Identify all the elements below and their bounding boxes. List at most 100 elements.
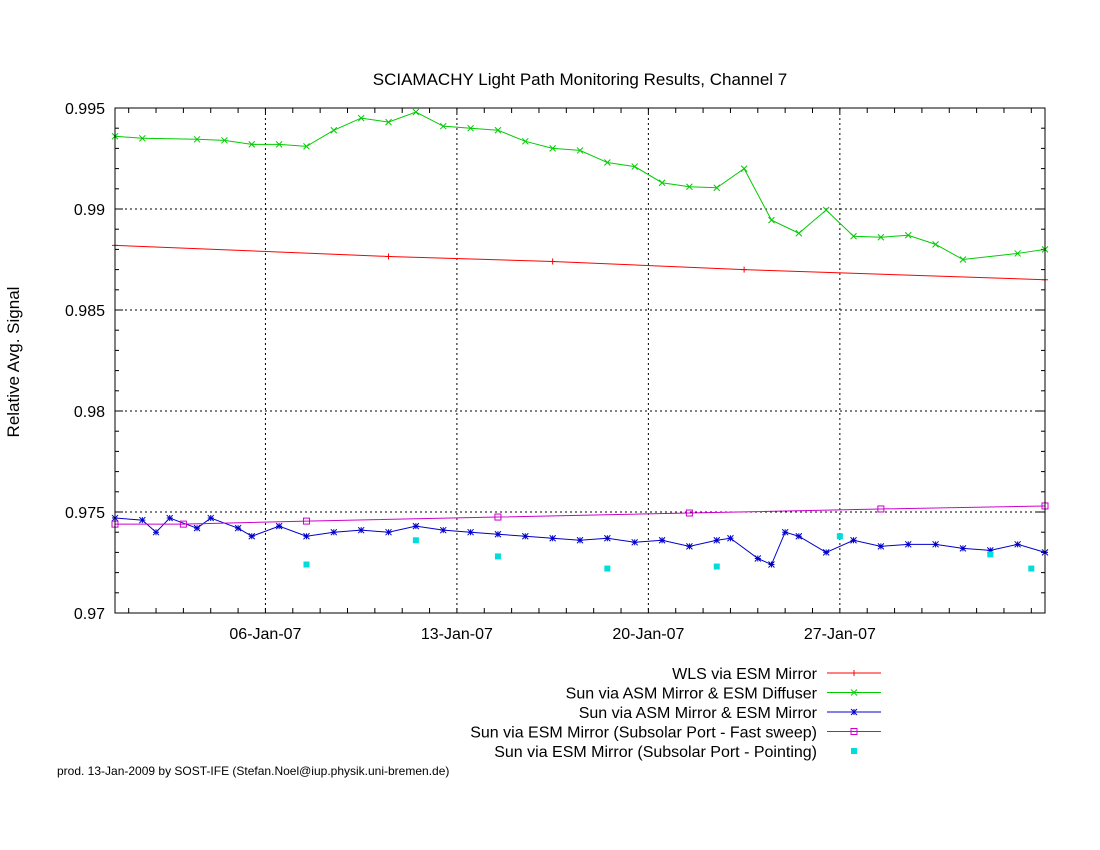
data-point: [494, 513, 502, 521]
legend-label: WLS via ESM Mirror: [672, 666, 818, 683]
data-point: [1028, 565, 1035, 572]
x-tick-label: 13-Jan-07: [421, 626, 493, 643]
data-point: [439, 122, 447, 130]
data-point: [1014, 250, 1022, 257]
data-point: [932, 240, 939, 248]
data-point: [166, 514, 174, 522]
legend-swatch-marker: [850, 728, 858, 735]
data-point: [152, 528, 160, 536]
legend-label: Sun via ASM Mirror & ESM Diffuser: [566, 686, 818, 703]
data-point: [631, 538, 639, 546]
data-point: [713, 563, 720, 570]
data-point: [521, 532, 529, 540]
data-point: [603, 534, 611, 542]
legend-swatch-marker: [850, 708, 858, 716]
data-point: [576, 147, 584, 154]
data-point: [330, 528, 338, 536]
data-point: [303, 143, 310, 150]
x-tick-label: 27-Jan-07: [804, 626, 876, 643]
data-point: [877, 233, 885, 241]
data-point: [439, 526, 447, 534]
y-tick-labels: 0.97 0.975 0.98 0.985 0.99 0.995: [65, 101, 105, 623]
data-point: [412, 537, 419, 544]
y-tick-label: 0.975: [65, 505, 105, 522]
data-point: [221, 136, 228, 144]
data-point: [713, 184, 721, 192]
data-point: [138, 134, 146, 142]
data-point: [494, 553, 501, 560]
data-point: [385, 118, 392, 126]
legend-label: Sun via ESM Mirror (Subsolar Port - Poin…: [494, 744, 817, 761]
data-point: [193, 135, 201, 143]
series-2: [111, 514, 1049, 568]
data-point: [179, 520, 187, 528]
legend-swatch-marker: [851, 748, 857, 754]
data-point: [904, 540, 912, 548]
data-point: [357, 114, 365, 122]
data-point: [741, 266, 748, 273]
y-tick-label: 0.97: [74, 606, 105, 623]
legend: WLS via ESM Mirror Sun via ASM Mirror & E…: [470, 666, 881, 761]
data-point: [822, 206, 830, 214]
series-3: [111, 502, 1049, 528]
data-point: [193, 524, 201, 532]
data-point: [207, 514, 215, 522]
footer-credit: prod. 13-Jan-2009 by SOST-IFE (Stefan.No…: [57, 764, 449, 778]
y-tick-label: 0.98: [74, 404, 105, 421]
series-4: [303, 533, 1035, 572]
data-point: [330, 126, 338, 134]
data-point: [727, 534, 734, 542]
data-point: [138, 516, 146, 524]
data-point: [904, 231, 912, 239]
data-point: [713, 536, 721, 544]
data-point: [549, 534, 557, 542]
data-point: [467, 528, 474, 536]
plot-frame: [114, 107, 1046, 614]
data-point: [248, 532, 256, 540]
chart-title: SCIAMACHY Light Path Monitoring Results,…: [373, 70, 788, 89]
data-point: [385, 528, 392, 536]
data-point: [303, 561, 310, 568]
data-point: [932, 540, 939, 548]
data-point: [686, 183, 693, 191]
legend-swatch-marker: [850, 689, 858, 696]
data-point: [959, 256, 967, 263]
data-point: [986, 547, 994, 554]
data-point: [658, 179, 666, 187]
legend-label: Sun via ESM Mirror (Subsolar Port - Fast…: [470, 725, 817, 742]
data-point: [658, 536, 666, 544]
data-point: [795, 229, 803, 237]
data-point: [494, 126, 502, 134]
data-point: [385, 253, 392, 260]
data-point: [467, 124, 474, 132]
legend-swatch-marker: [851, 670, 857, 676]
data-point: [685, 509, 693, 517]
data-point: [603, 159, 611, 166]
y-tick-label: 0.99: [74, 202, 105, 219]
data-point: [357, 526, 365, 534]
grid-lines: [115, 107, 1045, 614]
data-point: [740, 165, 748, 172]
series-line: [115, 505, 1046, 525]
data-point: [604, 565, 611, 572]
data-point: [850, 536, 857, 544]
series-1: [111, 108, 1049, 263]
data-point: [302, 517, 310, 525]
data-point: [850, 232, 857, 240]
data-point: [768, 561, 775, 568]
data-point: [275, 522, 283, 530]
data-point: [248, 141, 256, 148]
data-point: [822, 549, 830, 556]
data-point: [275, 141, 283, 148]
y-tick-label: 0.995: [65, 101, 105, 118]
legend-label: Sun via ASM Mirror & ESM Mirror: [579, 705, 818, 722]
data-point: [836, 533, 843, 540]
data-point: [576, 536, 584, 544]
data-point: [1014, 540, 1022, 548]
x-tick-label: 20-Jan-07: [612, 626, 684, 643]
data-point: [795, 532, 803, 540]
plot-series: [111, 108, 1049, 572]
series-line: [114, 244, 1046, 281]
data-point: [631, 163, 639, 170]
data-point: [303, 532, 310, 540]
